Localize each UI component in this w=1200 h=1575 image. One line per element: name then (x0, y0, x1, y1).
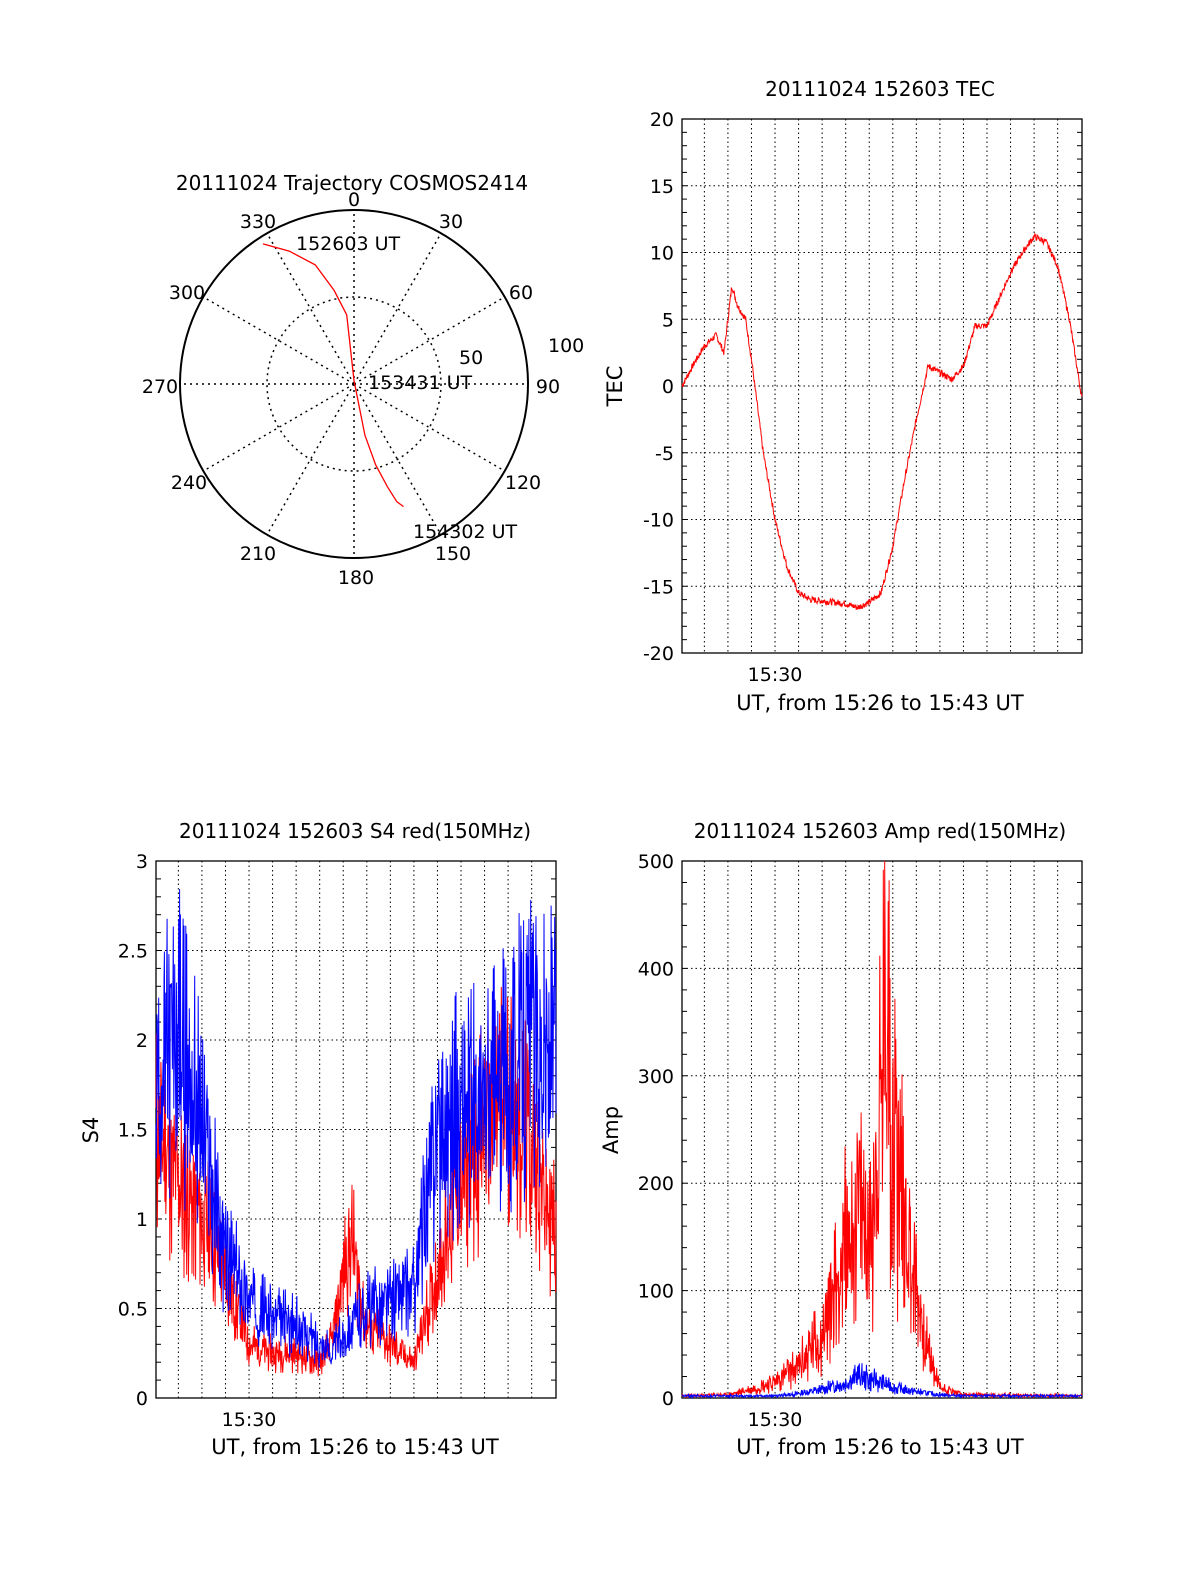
tec-y-tick-label: -20 (643, 643, 674, 665)
tec-x-axis-label: UT, from 15:26 to 15:43 UT (736, 691, 1024, 715)
s4-y-tick-label: 0.5 (118, 1299, 148, 1321)
polar-spoke (353, 383, 506, 472)
polar-azimuth-label: 330 (240, 211, 276, 233)
polar-spoke (266, 383, 355, 536)
trajectory-track-line (262, 243, 404, 508)
polar-azimuth-labels: 0 30 60 90 120 150 180 210 240 270 300 330 (142, 189, 560, 589)
trajectory-start-label: 152603 UT (296, 233, 400, 255)
polar-azimuth-label: 210 (240, 543, 276, 565)
s4-series-line-1 (155, 888, 557, 1368)
tec-y-tick-label: -15 (643, 576, 674, 598)
amp-y-axis-label: Amp (599, 1106, 623, 1154)
tec-y-tick-label: -10 (643, 510, 674, 532)
polar-elevation-label-100: 100 (548, 335, 584, 357)
s4-y-tick-label: 0 (136, 1388, 148, 1410)
tec-y-tick-label: 15 (650, 176, 674, 198)
polar-spoke (353, 232, 442, 385)
s4-y-tick-label: 3 (136, 851, 148, 873)
s4-y-tick-label: 1 (136, 1209, 148, 1231)
amp-y-tick-label: 500 (638, 851, 674, 873)
tec-y-tick-label: 10 (650, 243, 674, 265)
amp-y-tick-label: 400 (638, 958, 674, 980)
amp-y-tick-label: 300 (638, 1066, 674, 1088)
tec-y-tick-label: 5 (662, 309, 674, 331)
amp-plot-frame (681, 860, 1083, 1399)
amp-panel: 20111024 152603 Amp red(150MHz) UT, from… (599, 819, 1083, 1459)
tec-y-tick-label: -5 (655, 443, 674, 465)
s4-y-axis-label: S4 (79, 1117, 103, 1144)
polar-spoke (353, 296, 506, 385)
polar-grid (179, 209, 529, 559)
s4-y-tick-label: 1.5 (118, 1120, 148, 1142)
polar-azimuth-label: 0 (348, 189, 360, 211)
tec-y-tick-label: 0 (662, 376, 674, 398)
amp-y-tick-label: 0 (662, 1388, 674, 1410)
polar-inner-circle (266, 296, 442, 472)
polar-azimuth-label: 150 (435, 543, 471, 565)
polar-azimuth-label: 180 (338, 567, 374, 589)
polar-spoke (202, 383, 355, 472)
s4-x-tick-label: 15:30 (222, 1409, 277, 1431)
polar-outer-circle (179, 209, 529, 559)
polar-spoke (202, 296, 355, 385)
tec-y-tick-label: 20 (650, 109, 674, 131)
s4-y-tick-label: 2.5 (118, 941, 148, 963)
polar-azimuth-label: 90 (536, 376, 560, 398)
s4-panel: 20111024 152603 S4 red(150MHz) UT, from … (79, 819, 557, 1459)
polar-spoke (353, 383, 442, 536)
amp-series-line-0 (681, 860, 1083, 1399)
tec-panel: 20111024 152603 TEC UT, from 15:26 to 15… (603, 77, 1083, 715)
trajectory-polar-panel: 20111024 Trajectory COSMOS2414 0 30 60 90 12… (142, 171, 584, 589)
polar-elevation-label-50: 50 (459, 347, 483, 369)
polar-azimuth-label: 300 (169, 282, 205, 304)
amp-title: 20111024 152603 Amp red(150MHz) (694, 819, 1066, 843)
s4-y-tick-label: 2 (136, 1030, 148, 1052)
tec-x-tick-label: 15:30 (748, 664, 803, 686)
amp-y-tick-label: 200 (638, 1173, 674, 1195)
polar-title: 20111024 Trajectory COSMOS2414 (176, 171, 528, 195)
polar-azimuth-label: 240 (171, 472, 207, 494)
polar-azimuth-label: 270 (142, 376, 178, 398)
s4-x-axis-label: UT, from 15:26 to 15:43 UT (211, 1435, 499, 1459)
tec-series-line-0 (681, 232, 1083, 610)
amp-x-axis-label: UT, from 15:26 to 15:43 UT (736, 1435, 1024, 1459)
polar-azimuth-label: 120 (505, 472, 541, 494)
tec-title: 20111024 152603 TEC (765, 77, 995, 101)
trajectory-mid-label: 153431 UT (368, 372, 472, 394)
trajectory-end-label: 154302 UT (413, 521, 517, 543)
polar-spoke (266, 232, 355, 385)
amp-series-line-1 (681, 1363, 1083, 1400)
polar-azimuth-label: 30 (439, 211, 463, 233)
amp-y-tick-label: 100 (638, 1281, 674, 1303)
polar-azimuth-label: 60 (509, 282, 533, 304)
tec-y-axis-label: TEC (603, 366, 627, 408)
s4-title: 20111024 152603 S4 red(150MHz) (179, 819, 531, 843)
amp-x-tick-label: 15:30 (748, 1409, 803, 1431)
